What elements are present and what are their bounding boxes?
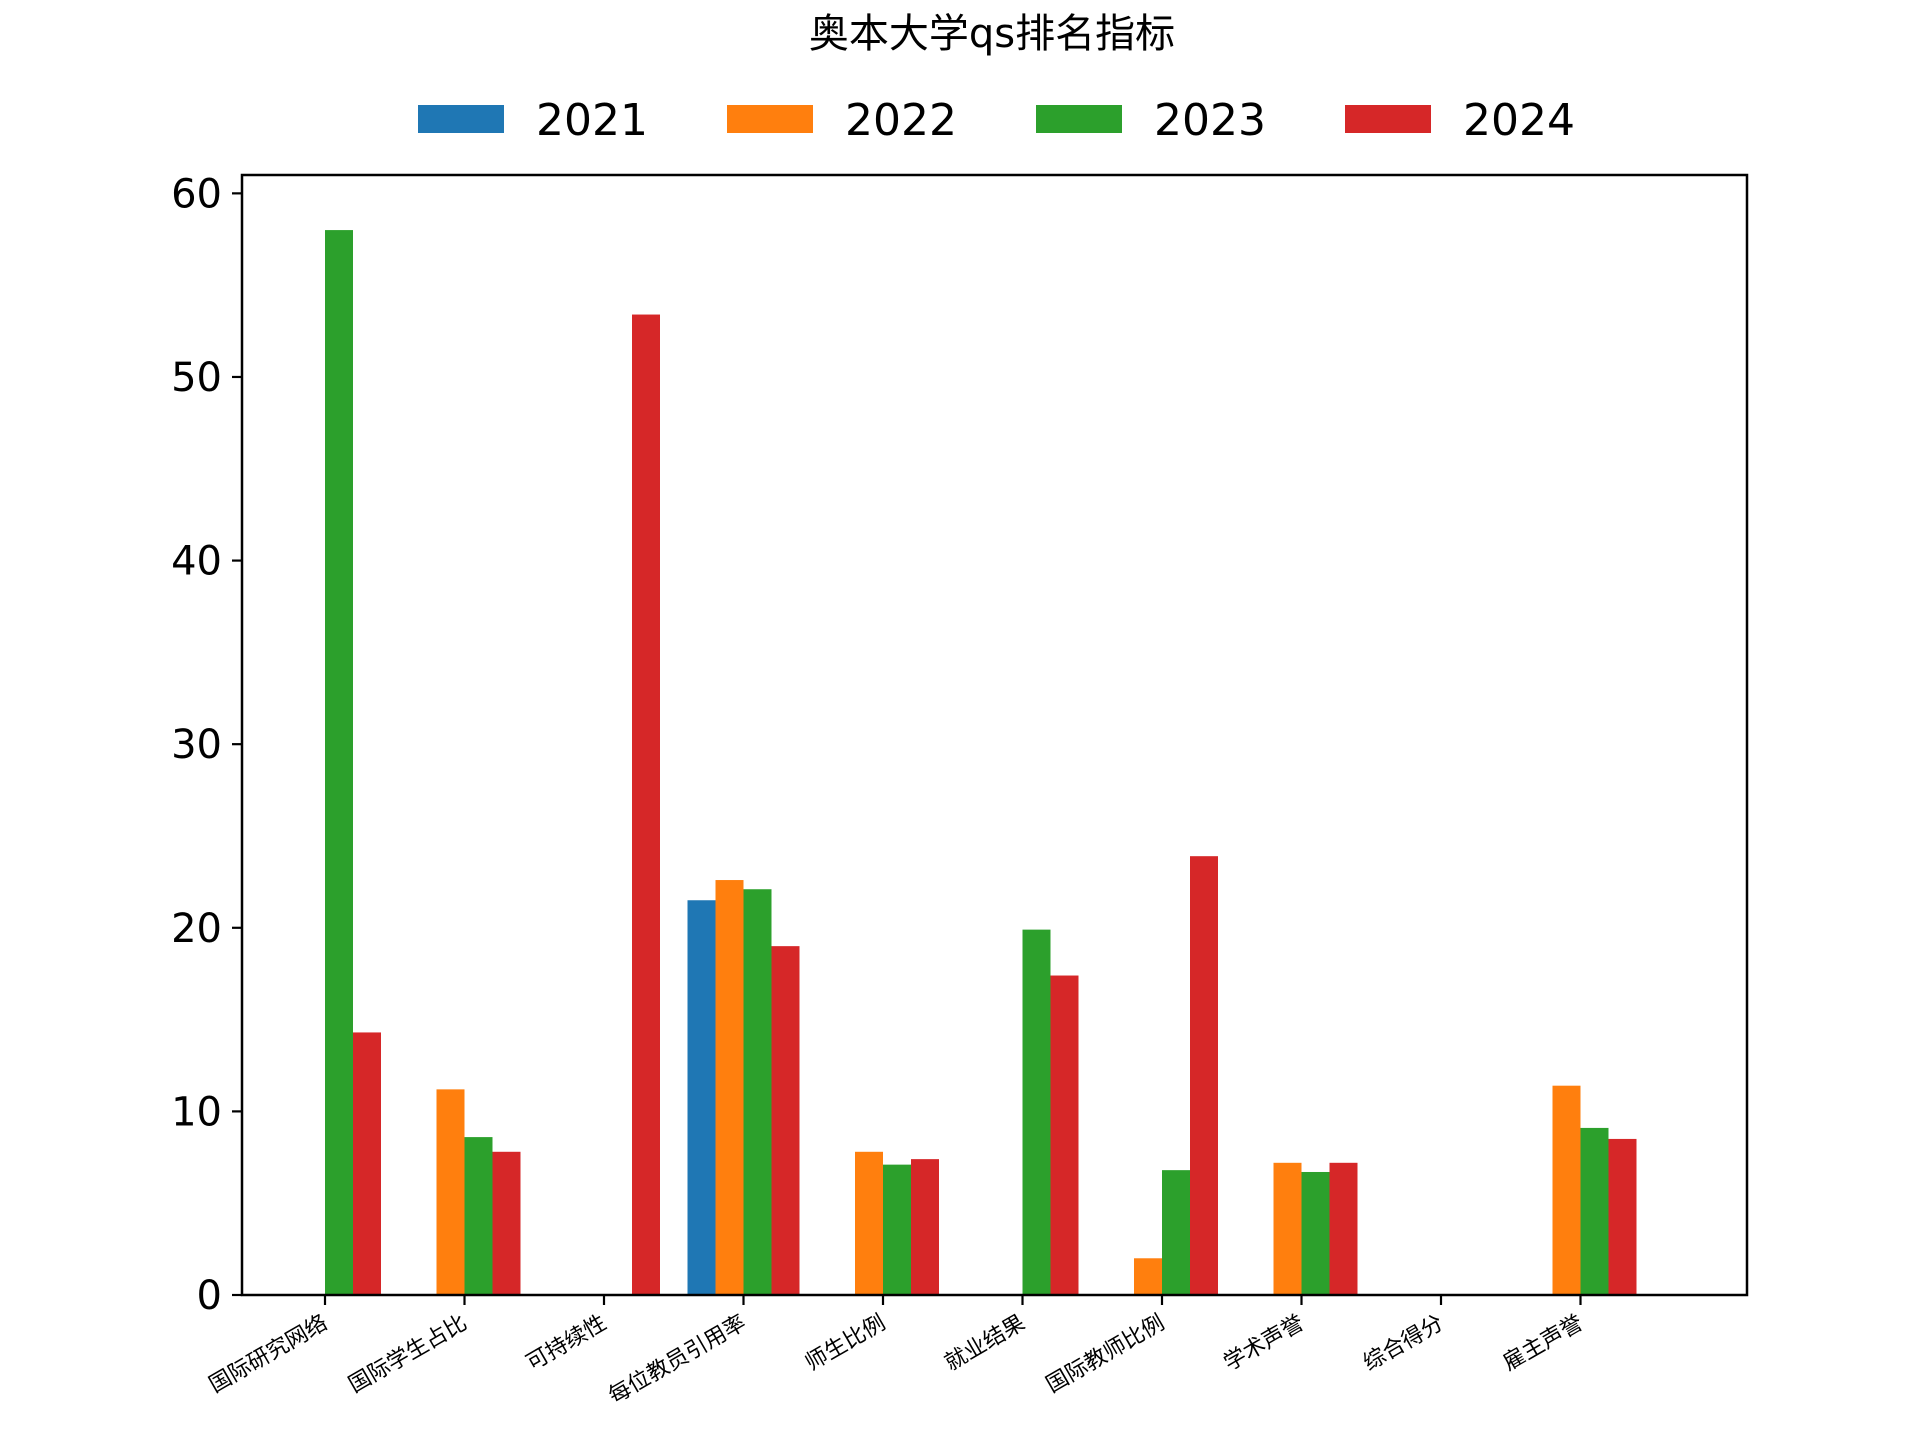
legend-swatch-2022	[727, 105, 813, 133]
bar-2023-0	[325, 230, 353, 1295]
bar-2022-7	[1273, 1162, 1302, 1295]
legend-label-2023: 2023	[1154, 95, 1266, 146]
legend-label-2021: 2021	[536, 95, 648, 146]
bar-2024-4	[911, 1159, 939, 1295]
bar-2022-6	[1134, 1258, 1162, 1295]
bar-2023-7	[1301, 1171, 1330, 1295]
bar-2022-1	[436, 1089, 465, 1295]
bar-2024-5	[1050, 975, 1079, 1295]
x-tick-label-9: 雇主声誉	[1499, 1311, 1588, 1377]
x-tick-label-6: 国际教师比例	[1042, 1311, 1169, 1399]
bar-2022-9	[1552, 1085, 1581, 1295]
plot-frame	[240, 173, 1749, 1297]
y-tick-label-3: 30	[171, 722, 222, 768]
y-tick-label-5: 50	[171, 355, 222, 401]
y-axis: 0 10 20 30 40 50 60	[171, 171, 242, 1319]
bar-2024-9	[1608, 1138, 1637, 1295]
legend-label-2022: 2022	[845, 95, 957, 146]
bar-2023-3	[743, 889, 772, 1295]
y-tick-label-1: 10	[171, 1089, 222, 1135]
x-tick-label-8: 综合得分	[1359, 1311, 1448, 1377]
legend-swatch-2023	[1036, 105, 1122, 133]
x-tick-label-3: 每位教员引用率	[605, 1311, 751, 1410]
y-tick-label-4: 40	[171, 539, 222, 585]
y-tick-label-2: 20	[171, 906, 222, 952]
x-tick-label-7: 学术声誉	[1220, 1311, 1309, 1377]
bar-2023-9	[1580, 1127, 1609, 1295]
bar-2024-2	[632, 314, 660, 1295]
x-tick-label-5: 就业结果	[941, 1311, 1030, 1377]
bar-2024-1	[492, 1151, 521, 1295]
x-tick-label-1: 国际学生占比	[345, 1311, 472, 1399]
legend: 2021 2022 2023 2024	[418, 95, 1575, 146]
bar-2023-4	[883, 1164, 911, 1295]
bar-2024-0	[353, 1032, 381, 1295]
legend-swatch-2021	[418, 105, 504, 133]
x-tick-label-0: 国际研究网络	[205, 1311, 332, 1399]
bar-2023-1	[464, 1137, 493, 1295]
bar-2021-3	[687, 900, 716, 1295]
bar-2024-6	[1190, 856, 1218, 1295]
bar-2024-7	[1329, 1162, 1358, 1295]
bars	[325, 230, 1637, 1295]
legend-label-2024: 2024	[1463, 95, 1575, 146]
legend-swatch-2024	[1345, 105, 1431, 133]
bar-2023-6	[1162, 1170, 1190, 1295]
chart-title: 奥本大学qs排名指标	[809, 11, 1175, 57]
bar-2024-3	[771, 946, 800, 1295]
bar-2022-3	[715, 880, 744, 1295]
x-tick-label-2: 可持续性	[522, 1311, 611, 1377]
y-tick-label-0: 0	[197, 1273, 222, 1319]
bar-2022-4	[855, 1151, 883, 1295]
x-tick-label-4: 师生比例	[801, 1311, 890, 1377]
y-tick-label-6: 60	[171, 171, 222, 217]
bar-2023-5	[1022, 929, 1051, 1295]
